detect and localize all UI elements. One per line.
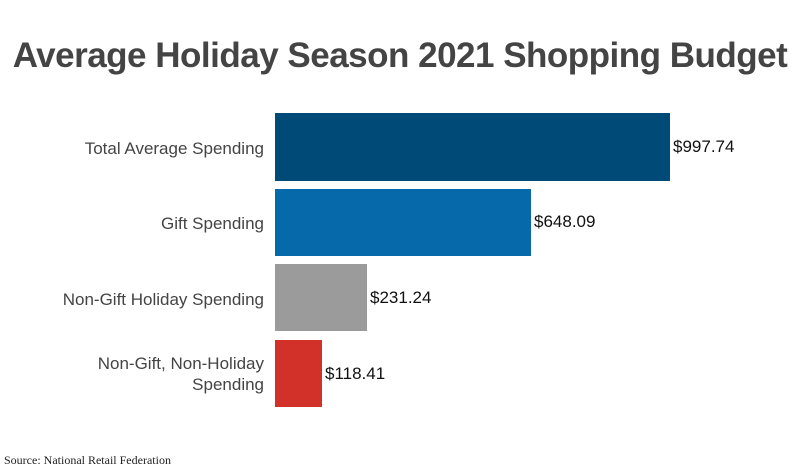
source-note: Source: National Retail Federation [4, 453, 171, 467]
bar-non-gift-non-holiday [275, 340, 322, 407]
category-label: Total Average Spending [84, 139, 264, 158]
chart-title: Average Holiday Season 2021 Shopping Bud… [12, 36, 788, 75]
value-label: $231.24 [370, 288, 432, 307]
value-label: $118.41 [325, 364, 386, 383]
value-label: $648.09 [534, 212, 596, 231]
category-label-line: Spending [192, 375, 264, 394]
category-label-line: Non-Gift, Non-Holiday [97, 354, 264, 373]
category-label: Gift Spending [160, 214, 264, 233]
bar-gift [275, 189, 531, 256]
category-label: Non-Gift Holiday Spending [62, 290, 264, 309]
bar-non-gift-holiday [275, 264, 367, 331]
category-label: Non-Gift, Non-Holiday Spending [98, 353, 264, 395]
bar-total-average [275, 113, 670, 181]
value-label: $997.74 [673, 137, 735, 156]
